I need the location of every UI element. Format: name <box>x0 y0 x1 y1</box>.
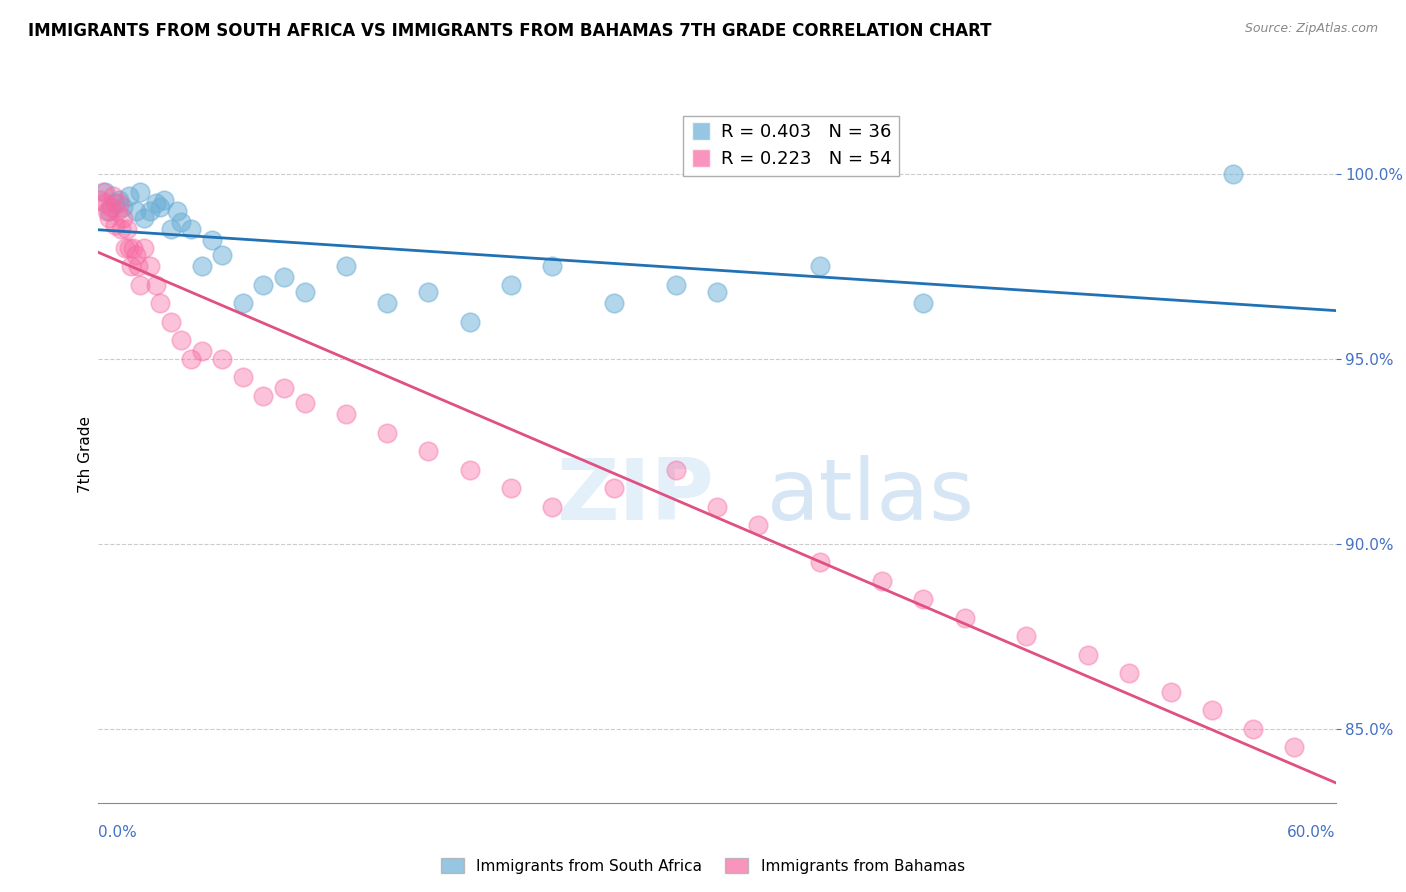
Text: atlas: atlas <box>766 455 974 538</box>
Point <box>118 241 141 255</box>
Point <box>211 351 233 366</box>
Point <box>1222 167 1244 181</box>
Point <box>499 481 522 495</box>
Point <box>139 203 162 218</box>
Point <box>541 259 564 273</box>
Point <box>145 196 167 211</box>
Point <box>180 222 202 236</box>
Point <box>97 203 120 218</box>
Point <box>108 196 131 211</box>
Point <box>747 518 769 533</box>
Point <box>170 333 193 347</box>
Text: IMMIGRANTS FROM SOUTH AFRICA VS IMMIGRANTS FROM BAHAMAS 7TH GRADE CORRELATION CH: IMMIGRANTS FROM SOUTH AFRICA VS IMMIGRAN… <box>28 22 991 40</box>
Point <box>418 444 440 458</box>
Point <box>706 500 728 514</box>
Point <box>252 277 274 292</box>
Point <box>190 259 212 273</box>
Point <box>1160 685 1182 699</box>
Point <box>458 315 481 329</box>
Point <box>145 277 167 292</box>
Point <box>375 296 398 310</box>
Point <box>122 241 145 255</box>
Point <box>120 259 142 273</box>
Point <box>912 296 935 310</box>
Point <box>335 407 357 421</box>
Point <box>375 425 398 440</box>
Point <box>149 200 172 214</box>
Point <box>603 481 626 495</box>
Point <box>124 248 146 262</box>
Point <box>418 285 440 299</box>
Point <box>114 241 136 255</box>
Point <box>104 219 127 233</box>
Point <box>180 351 202 366</box>
Point <box>112 200 135 214</box>
Point <box>232 370 254 384</box>
Point <box>89 193 111 207</box>
Point <box>335 259 357 273</box>
Point <box>118 189 141 203</box>
Point <box>294 285 316 299</box>
Point <box>159 315 181 329</box>
Point <box>808 259 831 273</box>
Point <box>1241 722 1264 736</box>
Legend: Immigrants from South Africa, Immigrants from Bahamas: Immigrants from South Africa, Immigrants… <box>436 852 970 880</box>
Point <box>499 277 522 292</box>
Point <box>1284 740 1306 755</box>
Point <box>132 241 155 255</box>
Point <box>541 500 564 514</box>
Point <box>139 259 162 273</box>
Point <box>706 285 728 299</box>
Text: 60.0%: 60.0% <box>1288 825 1336 840</box>
Point <box>252 389 274 403</box>
Point <box>1201 703 1223 717</box>
Point <box>603 296 626 310</box>
Point <box>100 200 122 214</box>
Point <box>96 203 118 218</box>
Point <box>273 270 295 285</box>
Point <box>93 185 115 199</box>
Point <box>808 555 831 569</box>
Point <box>110 222 132 236</box>
Point <box>912 592 935 607</box>
Point <box>108 193 131 207</box>
Point <box>132 211 155 225</box>
Point <box>159 222 181 236</box>
Point <box>170 215 193 229</box>
Point <box>97 211 120 225</box>
Text: 0.0%: 0.0% <box>98 825 138 840</box>
Point <box>190 344 212 359</box>
Point <box>1118 666 1140 681</box>
Point <box>117 222 139 236</box>
Point <box>101 189 124 203</box>
Point <box>104 196 127 211</box>
Point <box>870 574 893 588</box>
Text: Source: ZipAtlas.com: Source: ZipAtlas.com <box>1244 22 1378 36</box>
Point <box>112 211 135 225</box>
Point <box>153 193 176 207</box>
Point <box>458 463 481 477</box>
Point <box>953 611 976 625</box>
Point <box>105 203 128 218</box>
Point <box>232 296 254 310</box>
Point <box>166 203 188 218</box>
Point <box>273 381 295 395</box>
Point <box>294 396 316 410</box>
Point <box>93 196 115 211</box>
Y-axis label: 7th Grade: 7th Grade <box>77 417 93 493</box>
Point <box>665 277 688 292</box>
Point <box>1015 629 1038 643</box>
Point <box>124 203 146 218</box>
Point <box>201 233 224 247</box>
Point <box>127 259 149 273</box>
Text: ZIP: ZIP <box>557 455 714 538</box>
Point <box>211 248 233 262</box>
Legend: R = 0.403   N = 36, R = 0.223   N = 54: R = 0.403 N = 36, R = 0.223 N = 54 <box>683 116 900 176</box>
Point <box>91 185 114 199</box>
Point <box>1077 648 1099 662</box>
Point <box>665 463 688 477</box>
Point <box>128 185 150 199</box>
Point <box>149 296 172 310</box>
Point <box>128 277 150 292</box>
